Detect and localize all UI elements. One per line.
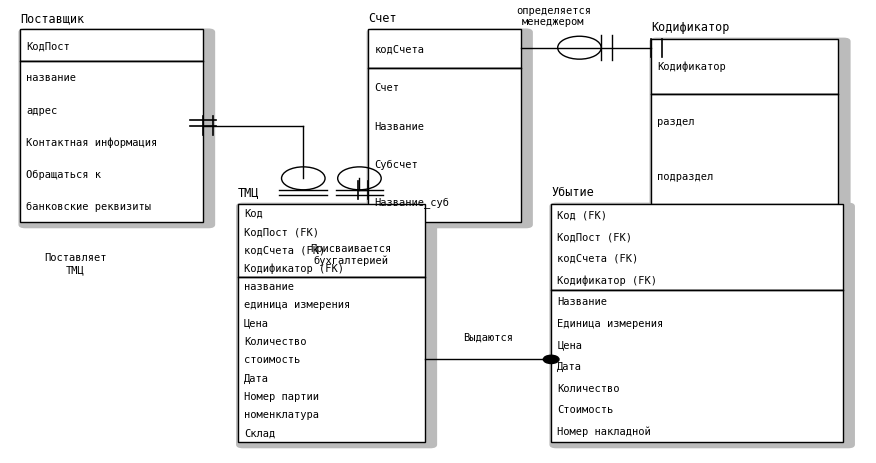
Bar [551, 291, 843, 442]
Text: Дата: Дата [244, 373, 269, 383]
Text: Название: Название [374, 121, 425, 131]
Text: адрес: адрес [26, 106, 58, 115]
Text: Обращаться к: Обращаться к [26, 169, 102, 180]
Text: стоимость: стоимость [244, 355, 300, 364]
Text: Склад: Склад [244, 428, 275, 438]
Text: номенклатура: номенклатура [244, 409, 319, 419]
Bar [237, 277, 425, 442]
Text: Стоимость: Стоимость [557, 405, 613, 414]
Text: определяется
менеджером: определяется менеджером [516, 6, 590, 27]
Bar [651, 94, 838, 204]
FancyBboxPatch shape [236, 203, 437, 448]
Bar [369, 69, 520, 222]
Text: Присваивается
бухгалтерией: Присваивается бухгалтерией [310, 244, 392, 265]
Text: КодПост: КодПост [26, 41, 70, 51]
Text: Субсчет: Субсчет [374, 160, 418, 170]
Bar [20, 30, 203, 63]
Text: кодСчета: кодСчета [374, 44, 425, 55]
Text: Название_суб: Название_суб [374, 198, 449, 209]
Text: Количество: Количество [557, 383, 619, 393]
Text: Номер партии: Номер партии [244, 391, 319, 401]
Text: Код (FK): Код (FK) [557, 210, 607, 220]
Text: Кодификатор (FK): Кодификатор (FK) [557, 275, 657, 285]
Text: Цена: Цена [244, 318, 269, 328]
Text: Кодификатор (FK): Кодификатор (FK) [244, 263, 344, 273]
Text: Количество: Количество [244, 336, 307, 346]
Bar [651, 39, 838, 94]
Bar [20, 63, 203, 222]
Text: Единица измерения: Единица измерения [557, 318, 663, 328]
Text: Поставщик: Поставщик [20, 12, 84, 25]
Text: Код: Код [244, 208, 263, 218]
Text: кодСчета (FK): кодСчета (FK) [244, 245, 325, 255]
Bar [369, 30, 520, 69]
Text: Дата: Дата [557, 361, 583, 371]
Text: Счет: Счет [369, 12, 397, 25]
Text: название: название [244, 282, 293, 291]
Bar [237, 204, 425, 277]
Text: подраздел: подраздел [657, 172, 714, 181]
FancyBboxPatch shape [549, 203, 855, 448]
Text: Выдаются: Выдаются [463, 332, 513, 342]
Text: кодСчета (FK): кодСчета (FK) [557, 253, 639, 263]
Text: Поставляет
ТМЦ: Поставляет ТМЦ [44, 253, 106, 275]
Text: Счет: Счет [374, 83, 399, 93]
Text: банковские реквизиты: банковские реквизиты [26, 201, 152, 212]
FancyBboxPatch shape [18, 29, 215, 229]
FancyBboxPatch shape [649, 38, 851, 211]
Text: раздел: раздел [657, 117, 695, 127]
FancyBboxPatch shape [367, 29, 533, 229]
Text: Убытие: Убытие [551, 186, 594, 199]
Circle shape [543, 356, 559, 364]
Bar [551, 204, 843, 291]
Text: Контактная информация: Контактная информация [26, 137, 158, 148]
Text: КодПост (FK): КодПост (FK) [557, 232, 632, 242]
Text: Цена: Цена [557, 340, 583, 350]
Text: Кодификатор: Кодификатор [651, 21, 730, 34]
Text: Кодификатор: Кодификатор [657, 62, 726, 72]
Text: Название: Название [557, 296, 607, 307]
Text: Номер накладной: Номер накладной [557, 426, 651, 436]
Text: ТМЦ: ТМЦ [237, 186, 259, 199]
Text: название: название [26, 73, 76, 83]
Text: КодПост (FK): КодПост (FK) [244, 226, 319, 237]
Text: единица измерения: единица измерения [244, 300, 350, 310]
